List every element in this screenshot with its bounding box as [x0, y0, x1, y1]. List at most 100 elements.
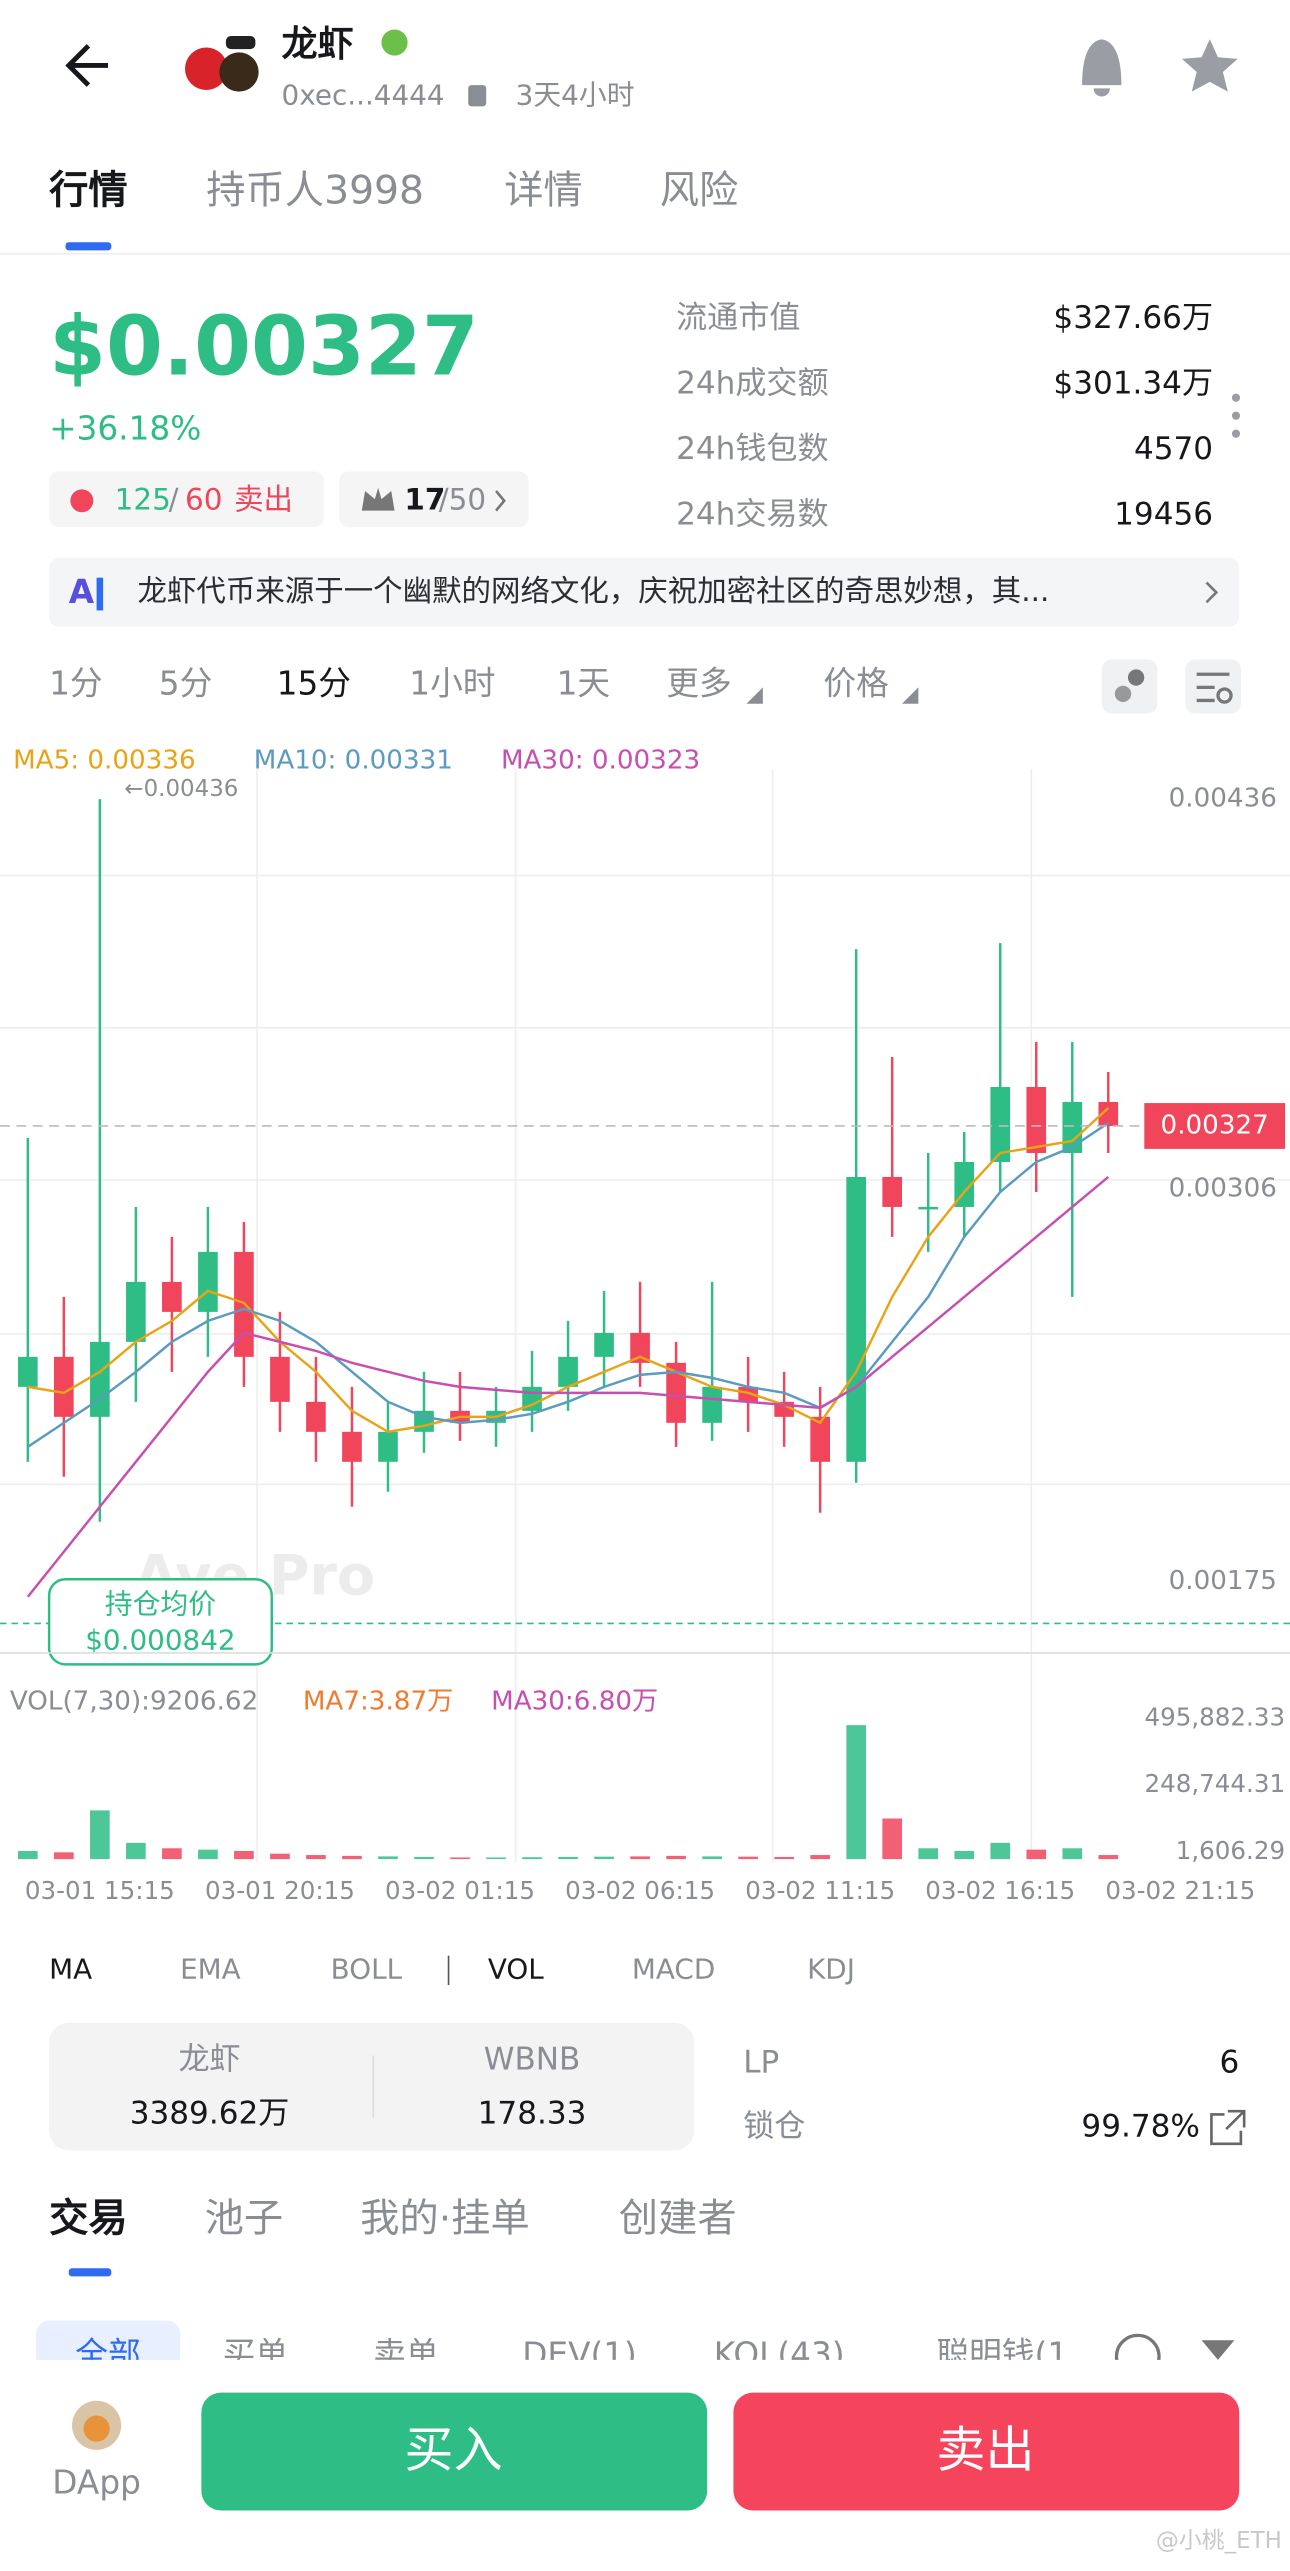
- alert-button[interactable]: [1082, 39, 1122, 97]
- trade-tab[interactable]: 创建者: [619, 2196, 737, 2241]
- trade-tab[interactable]: 交易: [49, 2196, 128, 2241]
- high-marker: ←0.00436: [124, 776, 238, 802]
- tab[interactable]: 风险: [660, 169, 739, 214]
- stat-label: 24h钱包数: [676, 431, 829, 467]
- indicator-tab[interactable]: BOLL: [331, 1952, 403, 1985]
- sell-label: 卖出: [936, 2421, 1034, 2479]
- lock-value: 99.78%: [1081, 2109, 1200, 2145]
- volume-bar: [54, 1852, 74, 1860]
- lock-label: 锁仓: [743, 2109, 805, 2145]
- volume-bar: [1026, 1849, 1047, 1860]
- tab[interactable]: 持币人3998: [206, 169, 424, 214]
- y-tick-label: 0.00306: [1169, 1173, 1277, 1203]
- trade-tab[interactable]: 池子: [205, 2196, 284, 2241]
- stat-label: 流通市值: [676, 300, 800, 336]
- token-address[interactable]: 0xec...4444: [282, 79, 445, 112]
- lp-value: 6: [1219, 2045, 1239, 2081]
- chart-style-button[interactable]: [1101, 659, 1158, 714]
- ma-line: [26, 1176, 1110, 1598]
- candle-body: [882, 1176, 903, 1207]
- dapp-label[interactable]: DApp: [52, 2463, 141, 2501]
- volume-bar: [702, 1856, 722, 1860]
- ma-line: [27, 1107, 1110, 1434]
- more-menu[interactable]: [1231, 393, 1241, 438]
- sell-button[interactable]: [733, 2392, 1240, 2511]
- candle-body: [954, 1161, 975, 1207]
- ma-label: MA30: 0.00323: [501, 745, 700, 775]
- favorite-button[interactable]: [1181, 39, 1238, 92]
- indicator-tab[interactable]: VOL: [488, 1952, 544, 1985]
- candle-body: [846, 1176, 867, 1462]
- crown-icon: [361, 487, 395, 511]
- volume-bar: [306, 1855, 326, 1860]
- price-change: +36.18%: [49, 409, 201, 447]
- volume-bar: [918, 1848, 939, 1860]
- pool-token: 龙虾: [178, 2041, 240, 2077]
- filter-dropdown[interactable]: [1201, 2340, 1235, 2360]
- candle-body: [702, 1386, 722, 1423]
- indicator-tab[interactable]: EMA: [180, 1952, 241, 1985]
- stat-value: $327.66万: [1053, 300, 1213, 336]
- indicator-tab[interactable]: KDJ: [807, 1952, 855, 1985]
- x-tick-label: 03-02 01:15: [385, 1876, 535, 1905]
- interval[interactable]: 1分: [49, 665, 103, 703]
- volume-bar: [846, 1725, 867, 1860]
- current-price-box: [1144, 1103, 1286, 1149]
- volume-bar: [162, 1848, 182, 1860]
- copy-icon[interactable]: [468, 85, 487, 107]
- volume-bar: [234, 1850, 254, 1860]
- interval[interactable]: 15分: [277, 665, 351, 703]
- volume-ma7: MA7:3.87万: [303, 1687, 453, 1717]
- volume-bar: [198, 1849, 218, 1860]
- token-age: 3天4小时: [516, 79, 635, 112]
- tab-indicator: [68, 2268, 112, 2277]
- interval[interactable]: 5分: [159, 665, 213, 703]
- external-link[interactable]: [1210, 2109, 1246, 2146]
- volume-bar: [378, 1856, 398, 1860]
- trade-tab[interactable]: 我的·挂单: [360, 2196, 530, 2241]
- buy-button[interactable]: [201, 2392, 708, 2511]
- volume-bar: [666, 1855, 686, 1860]
- candle-body: [630, 1332, 650, 1363]
- x-tick-label: 03-01 15:15: [25, 1876, 175, 1905]
- volume-tick-label: 248,744.31: [1145, 1769, 1286, 1798]
- candle-body: [810, 1416, 830, 1462]
- watermark: @小桃_ETH: [1156, 2528, 1282, 2554]
- ai-note-box[interactable]: [49, 558, 1240, 627]
- indicator-tab[interactable]: MACD: [632, 1952, 715, 1985]
- volume-tick-label: 1,606.29: [1176, 1836, 1285, 1865]
- interval-more[interactable]: 更多: [666, 665, 731, 703]
- settings-icon: [1216, 687, 1233, 704]
- volume-bar: [342, 1855, 362, 1860]
- price-mode[interactable]: 价格: [823, 665, 888, 703]
- ma-label: MA5: 0.00336: [13, 745, 196, 775]
- bag-icon: [70, 489, 94, 513]
- pool-box: [49, 2022, 695, 2151]
- trade-count-pill[interactable]: [49, 471, 325, 527]
- stat-value: 19456: [1114, 497, 1213, 533]
- candle-body: [18, 1356, 38, 1387]
- lp-label: LP: [743, 2045, 779, 2081]
- interval[interactable]: 1小时: [409, 665, 495, 703]
- back-button[interactable]: [65, 44, 109, 87]
- candle-body: [162, 1281, 182, 1312]
- tab[interactable]: 行情: [49, 169, 128, 214]
- pool-amount: 3389.62万: [130, 2095, 290, 2131]
- y-tick-label: 0.00436: [1169, 784, 1277, 814]
- interval[interactable]: 1天: [557, 665, 611, 703]
- candle-body: [54, 1356, 74, 1417]
- indicator-tab[interactable]: MA: [49, 1952, 92, 1985]
- avg-cost-price: $0.000842: [85, 1623, 235, 1656]
- candle-body: [1098, 1102, 1119, 1126]
- token-name: 龙虾: [282, 24, 354, 65]
- ma-line: [27, 1121, 1109, 1448]
- x-tick-label: 03-02 21:15: [1105, 1876, 1255, 1905]
- rank-pill[interactable]: [338, 471, 529, 527]
- tab[interactable]: 详情: [504, 169, 583, 214]
- candle-body: [198, 1251, 218, 1312]
- x-tick-label: 03-01 20:15: [205, 1876, 355, 1905]
- x-tick-label: 03-02 16:15: [925, 1876, 1075, 1905]
- token-avatar: [184, 36, 259, 92]
